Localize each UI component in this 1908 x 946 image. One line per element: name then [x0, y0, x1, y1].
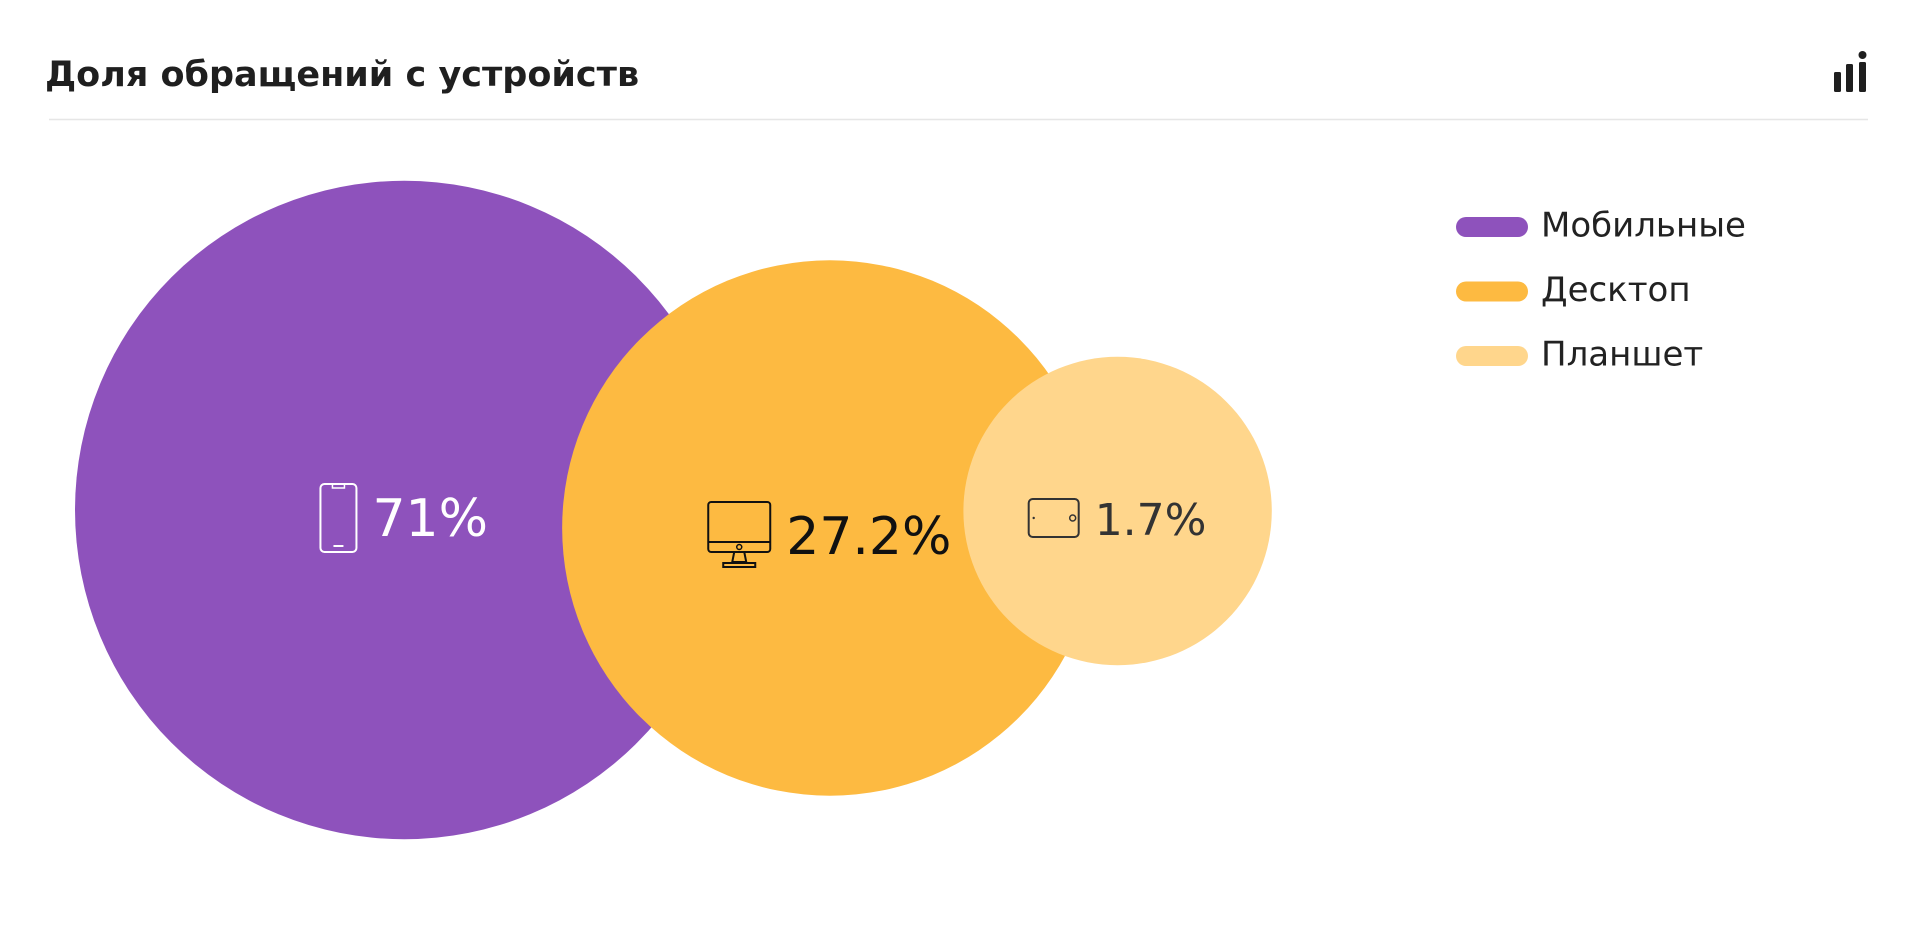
- monitor-icon-stand: [722, 551, 757, 568]
- legend-swatch: [1456, 281, 1528, 302]
- bubble-label: 1.7%: [1027, 495, 1207, 546]
- chart-type-button[interactable]: [1834, 51, 1867, 92]
- phone-icon-notch: [331, 483, 346, 489]
- legend-label: Мобильные: [1541, 206, 1746, 246]
- legend-swatch: [1456, 346, 1528, 366]
- tablet-icon-camera: [1032, 516, 1035, 520]
- bubble: [75, 180, 734, 840]
- bubble-label: 71%: [319, 483, 488, 553]
- tablet-icon: [1027, 498, 1080, 538]
- monitor-icon: [707, 501, 772, 553]
- value-label: 27.2%: [786, 507, 951, 567]
- bubble: [963, 356, 1272, 666]
- value-label: 71%: [372, 489, 488, 549]
- bubble: [562, 260, 1098, 796]
- legend-label: Планшет: [1541, 335, 1703, 375]
- legend-label: Десктоп: [1541, 270, 1691, 310]
- chart-title: Доля обращений с устройств: [45, 55, 639, 95]
- monitor-icon-dot: [735, 543, 743, 551]
- tablet-icon-button: [1068, 514, 1077, 522]
- bubble-label: 27.2%: [707, 501, 951, 568]
- value-label: 1.7%: [1095, 495, 1207, 546]
- legend-swatch: [1456, 217, 1528, 237]
